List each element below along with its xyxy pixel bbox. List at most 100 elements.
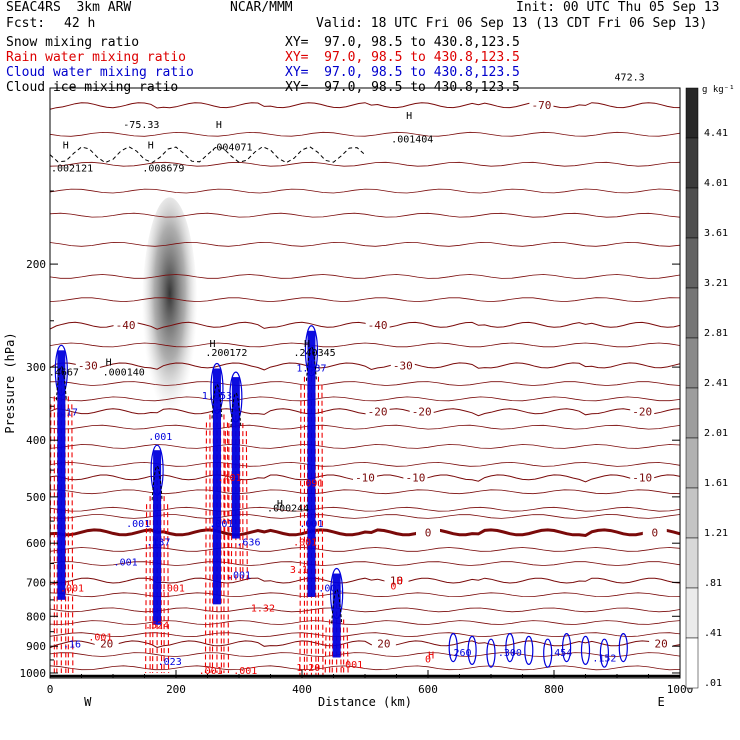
annotation-label: H xyxy=(277,499,283,510)
isotherm-label: -30 xyxy=(78,359,98,372)
cloud-contour xyxy=(54,344,68,396)
annotation-label: .001 xyxy=(88,632,112,643)
colorbar-tick-label: .01 xyxy=(704,678,722,689)
colorbar-tick-label: 3.61 xyxy=(704,228,728,239)
annotation-label: .401 xyxy=(218,473,242,484)
isotherm-label: 10 xyxy=(390,575,403,588)
legend-snow-xy: XY= 97.0, 98.5 to 430.8,123.5 xyxy=(285,35,520,50)
cloud-contour xyxy=(580,635,591,666)
isotherm-line xyxy=(50,131,680,137)
annotation-label: .001404 xyxy=(391,135,433,146)
annotation-label: .001 xyxy=(299,519,323,530)
ice-contour xyxy=(151,465,163,501)
cloud-contour xyxy=(543,638,553,668)
annotation-label: H xyxy=(106,357,112,368)
colorbar-tick-label: 3.21 xyxy=(704,278,728,289)
cloud-contour xyxy=(524,635,534,666)
y-axis-label: Pressure (hPa) xyxy=(3,332,17,433)
annotation-label: 1.537 xyxy=(296,363,326,374)
isotherm-label: -40 xyxy=(368,319,388,332)
colorbar-tick-label: 2.41 xyxy=(704,378,728,389)
annotation-label: H xyxy=(406,111,412,122)
colorbar-segment xyxy=(685,537,699,589)
isotherm-line xyxy=(50,424,680,430)
cloud-contour xyxy=(505,633,515,663)
isotherm-label-bg xyxy=(630,470,655,484)
isotherm-line xyxy=(50,607,680,613)
isotherm-label-bg xyxy=(113,317,138,331)
rain-contour xyxy=(226,422,229,673)
isotherm-line xyxy=(50,461,680,467)
colorbar-tick-label: .41 xyxy=(704,628,722,639)
annotation-label: .001 xyxy=(60,583,84,594)
annotation-label: H xyxy=(148,141,154,152)
isotherm-label: -72 xyxy=(670,74,690,87)
isotherm-label-bg xyxy=(403,470,428,484)
plot-area: -72-70-40 -40-30 -30-20 -20 -20-10 -10 -100 010… xyxy=(3,72,735,709)
annotation-label: .200172 xyxy=(205,348,247,359)
isotherm-line xyxy=(50,362,680,371)
y-tick-label: 700 xyxy=(26,576,46,589)
isotherm-label-bg xyxy=(371,636,396,650)
isotherm-label-bg xyxy=(365,317,390,331)
colorbar-segment xyxy=(685,137,699,189)
isotherm-line xyxy=(50,561,680,566)
colorbar-tick-label: .81 xyxy=(704,578,722,589)
isotherm-line xyxy=(50,489,680,495)
isotherm-label: -20 xyxy=(632,405,652,418)
isotherm-line xyxy=(50,381,680,386)
isotherm-line xyxy=(50,577,680,585)
cloud-contour xyxy=(618,633,628,663)
annotation-label: .023 xyxy=(158,657,182,668)
cloud-water-core xyxy=(332,573,341,658)
annotation-label: .001 xyxy=(227,571,251,582)
y-tick-label: 400 xyxy=(26,434,46,447)
x-axis-label: Distance (km) xyxy=(318,695,412,709)
forecast-hours: 42 h xyxy=(64,16,96,31)
annotation-label: .000244 xyxy=(267,504,309,515)
isotherm-label: -40 xyxy=(116,319,136,332)
colorbar-segment xyxy=(685,237,699,289)
isotherm-label-bg xyxy=(409,404,434,418)
colorbar-tick-label: 2.81 xyxy=(704,328,728,339)
isotherm-label-bg xyxy=(649,636,674,650)
legend-rain-xy: XY= 97.0, 98.5 to 430.8,123.5 xyxy=(285,50,520,65)
isotherm-line xyxy=(50,592,680,598)
west-label: W xyxy=(84,695,92,709)
isotherm-line xyxy=(50,188,680,194)
annotation-label: H xyxy=(63,141,69,152)
isotherm-line xyxy=(50,321,680,330)
annotation-label: H xyxy=(428,651,434,662)
colorbar-segment xyxy=(685,287,699,339)
isotherm-line xyxy=(50,297,680,303)
annotation-label: .300 xyxy=(498,648,522,659)
isotherm-line xyxy=(50,161,680,167)
annotation-label: .008679 xyxy=(142,164,184,175)
annotation-label: 3.1 xyxy=(290,565,308,576)
cloud-contour xyxy=(229,371,243,423)
isotherm-label: 0 xyxy=(651,526,658,539)
east-label: E xyxy=(657,695,664,709)
cloud-contour xyxy=(448,633,458,663)
isotherm-line xyxy=(50,665,680,671)
annotation-label: H xyxy=(304,339,310,350)
y-tick-label: 800 xyxy=(26,610,46,623)
rain-contour xyxy=(321,384,324,676)
isotherm-line xyxy=(50,652,680,657)
legend-ice-name: Cloud ice mixing ratio xyxy=(6,80,179,95)
isotherm-label-bg xyxy=(365,404,390,418)
isotherm-line xyxy=(50,241,680,247)
init-time: Init: 00 UTC Thu 05 Sep 13 xyxy=(516,0,720,15)
isotherm-line xyxy=(50,528,680,538)
plot-inner: -72-70-40 -40-30 -30-20 -20 -20-10 -10 -100 010… xyxy=(50,74,690,677)
colorbar-segment xyxy=(685,187,699,239)
annotation-label: .240345 xyxy=(294,348,336,359)
isotherm-label-bg xyxy=(642,525,667,539)
rain-contour xyxy=(145,504,148,673)
ice-contour xyxy=(305,346,317,381)
rain-contour xyxy=(204,422,207,673)
rain-contour xyxy=(299,384,302,676)
x-tick-label: 600 xyxy=(418,683,438,696)
isotherm-line xyxy=(50,444,680,449)
